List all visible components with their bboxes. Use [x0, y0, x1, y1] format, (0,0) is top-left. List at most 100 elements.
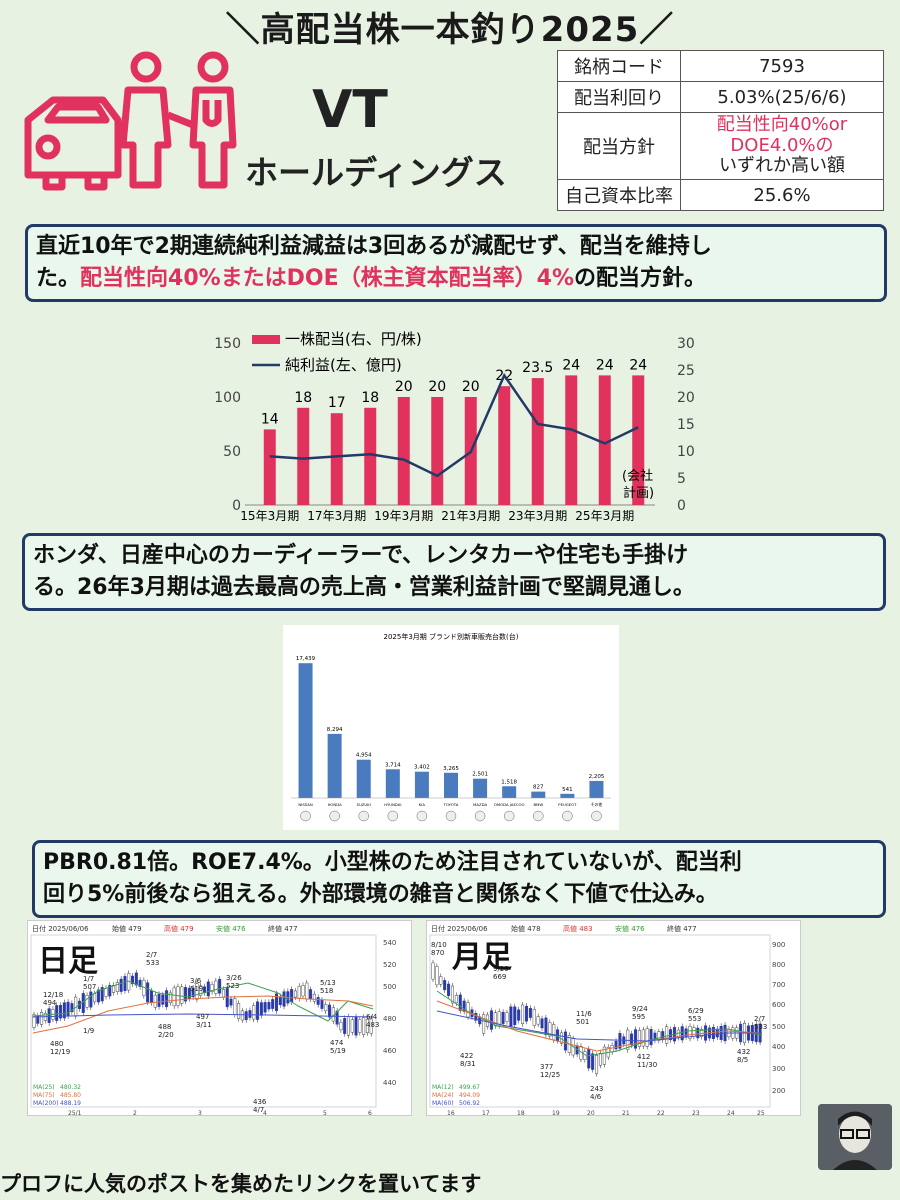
brand-logo-icon: [300, 810, 311, 822]
candle-body: [305, 982, 309, 1000]
time-axis-tick: 21: [622, 1110, 630, 1117]
time-axis-tick: 24: [727, 1110, 735, 1117]
brand-bar: [298, 663, 313, 798]
ma-long-line: [436, 1010, 762, 1042]
price-annotation: 9/29: [493, 965, 509, 973]
price-axis-tick: 520: [383, 961, 396, 969]
price-annotation: 12/18: [43, 991, 63, 999]
plot-frame: [429, 934, 771, 1108]
price-annotation: 377: [540, 1063, 553, 1071]
bar-data-label: 2,501: [472, 772, 488, 778]
candle-body: [602, 1046, 606, 1065]
ma-legend: MA(24): [432, 1092, 454, 1099]
candle-body: [191, 987, 195, 998]
price-annotation: 518: [320, 987, 333, 995]
price-annotation: 436: [253, 1098, 267, 1106]
candle-body: [431, 962, 435, 980]
candle-body: [501, 1011, 505, 1024]
candle-body: [225, 988, 229, 1008]
brand-logo-icon: [591, 810, 602, 822]
brand-category-label: HONDA: [328, 802, 343, 807]
candle-body: [630, 1033, 634, 1046]
candle-body: [96, 989, 100, 1003]
ma-mid-line: [32, 995, 374, 1034]
candle-body: [548, 1022, 552, 1037]
ma-value: 494.09: [459, 1092, 480, 1099]
candle-body: [458, 994, 462, 1011]
bar-data-label: 8,294: [327, 727, 343, 733]
candle-body: [244, 1011, 248, 1021]
candle-body: [55, 1005, 59, 1021]
ma-value: 499.67: [459, 1084, 480, 1091]
price-annotation: 533: [146, 959, 159, 967]
price-annotation: 2/7: [146, 951, 157, 959]
candle-body: [482, 1014, 486, 1034]
brand-category-label: TOYOTA: [443, 802, 459, 807]
ma-legend: MA(60): [432, 1100, 454, 1107]
price-annotation: 11/6: [576, 1010, 592, 1018]
candle-body: [168, 992, 172, 1003]
table-row: 銘柄コード 7593: [557, 50, 884, 82]
right-axis-tick: 15: [677, 417, 695, 433]
bar-data-label: 20: [428, 379, 446, 395]
candle-body: [369, 1018, 373, 1034]
ohlc-header: 安値 476: [216, 924, 246, 933]
candle-body: [688, 1026, 692, 1039]
left-axis-tick: 0: [232, 498, 241, 514]
ma-legend: MA(25): [33, 1084, 55, 1091]
candle-body: [324, 1004, 328, 1012]
ma-legend: MA(75): [33, 1092, 55, 1099]
time-axis-tick: 25: [757, 1110, 765, 1117]
table-value: 7593: [680, 50, 884, 82]
price-annotation: 243: [590, 1085, 603, 1093]
price-axis-tick: 500: [383, 983, 396, 991]
candle-body: [335, 1010, 339, 1025]
candle-body: [290, 989, 294, 1003]
dividend-bar: [598, 375, 611, 505]
candle-body: [70, 1003, 74, 1013]
candle-body: [536, 1016, 540, 1025]
candle-body: [195, 983, 199, 1000]
ohlc-header: 日付 2025/06/06: [431, 924, 488, 933]
price-axis-tick: 440: [383, 1079, 396, 1087]
price-annotation: 870: [431, 949, 444, 957]
candle-body: [312, 993, 316, 1002]
candle-body: [474, 1013, 478, 1021]
legend-profit: 純利益(左、億円): [285, 356, 402, 374]
price-axis-tick: 460: [383, 1047, 396, 1055]
candle-body: [149, 990, 153, 1004]
price-annotation: 12/19: [50, 1048, 70, 1056]
candle-body: [93, 993, 97, 1003]
price-axis-tick: 480: [383, 1015, 396, 1023]
table-key: 自己資本比率: [557, 179, 681, 212]
bar-data-label: 18: [361, 390, 379, 406]
candle-body: [267, 1002, 271, 1010]
candle-body: [100, 987, 104, 1002]
candle-body: [161, 994, 165, 1005]
candle-body: [157, 994, 161, 1007]
candle-body: [354, 1016, 358, 1036]
business-note: ホンダ、日産中心のカーディーラーで、レンタカーや住宅も手掛け る。26年3月期は…: [22, 533, 886, 611]
dividend-bar: [397, 397, 410, 505]
candle-body: [134, 972, 138, 986]
candle-body: [59, 1004, 63, 1019]
candle-body: [454, 995, 458, 1004]
price-annotation: 12/25: [540, 1071, 560, 1079]
brand-bar: [531, 791, 546, 798]
brand-category-label: KIA: [419, 802, 426, 807]
price-axis-tick: 200: [772, 1087, 785, 1095]
bar-data-label: 24: [596, 357, 614, 373]
brand-logo-icon: [329, 810, 340, 822]
candle-body: [641, 1029, 645, 1047]
company-ticker: VT: [312, 80, 388, 140]
candle-body: [104, 988, 108, 997]
left-axis-tick: 150: [214, 336, 241, 352]
table-key: 銘柄コード: [557, 50, 681, 82]
avatar[interactable]: [818, 1104, 892, 1170]
ohlc-header: 始値 478: [511, 924, 541, 933]
candle-body: [180, 986, 184, 1004]
policy-line: いずれか高い額: [719, 155, 845, 177]
candle-body: [521, 1004, 525, 1024]
price-annotation: 8/10: [431, 941, 447, 949]
